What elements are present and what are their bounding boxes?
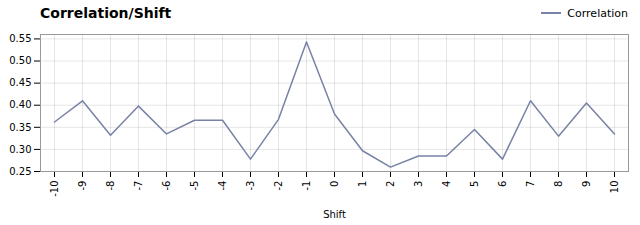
svg-text:0: 0 [329,181,340,187]
svg-text:5: 5 [469,181,480,187]
svg-text:-1: -1 [301,181,312,191]
svg-text:4: 4 [441,181,452,187]
svg-text:0.45: 0.45 [9,77,31,88]
svg-text:0.55: 0.55 [9,33,31,44]
svg-text:10: 10 [609,181,620,194]
svg-text:2: 2 [385,181,396,187]
svg-text:0.50: 0.50 [9,55,31,66]
svg-text:8: 8 [553,181,564,187]
svg-text:0.40: 0.40 [9,99,31,110]
svg-text:6: 6 [497,181,508,187]
svg-text:-3: -3 [245,181,256,191]
svg-text:-9: -9 [77,181,88,191]
svg-text:-5: -5 [189,181,200,191]
svg-text:0.35: 0.35 [9,122,31,133]
svg-text:-2: -2 [273,181,284,191]
svg-text:-7: -7 [133,181,144,191]
html-text:Correlation: Correlation [567,6,628,20]
svg-text:Shift: Shift [323,209,346,220]
svg-text:0.25: 0.25 [9,166,31,177]
svg-text:9: 9 [581,181,592,187]
svg-text:1: 1 [357,181,368,187]
svg-text:-6: -6 [161,181,172,191]
svg-text:7: 7 [525,181,536,187]
svg-text:3: 3 [413,181,424,187]
svg-text:-8: -8 [105,181,116,191]
svg-text:0.30: 0.30 [9,144,31,155]
svg-text:-4: -4 [217,181,228,191]
html-text:Correlation/Shift: Correlation/Shift [40,5,172,21]
svg-text:-10: -10 [49,181,60,197]
